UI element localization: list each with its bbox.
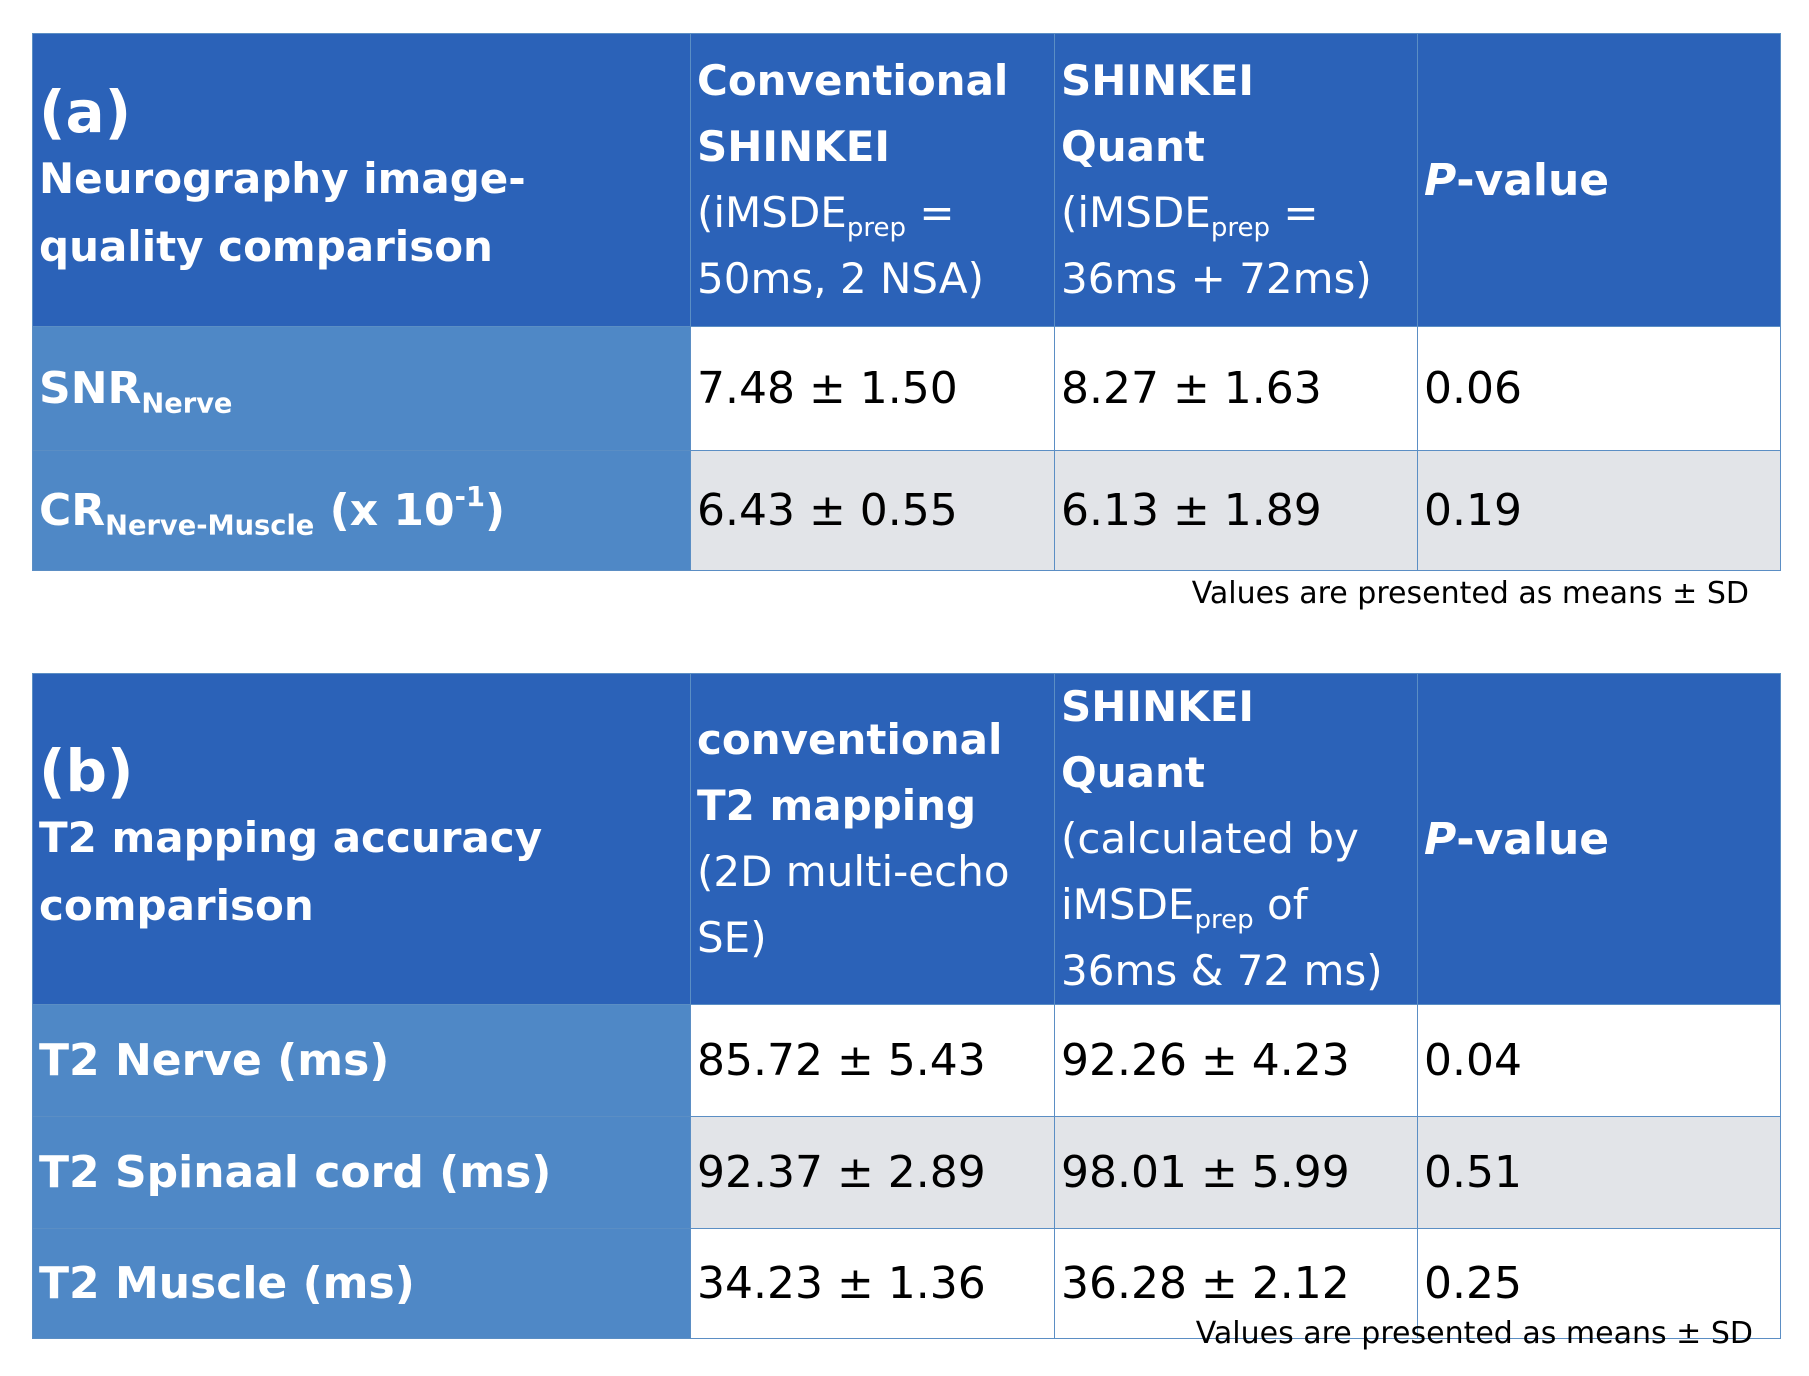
col-header-line: SHINKEI Quant [1061,682,1255,797]
cell-value: 7.48 ± 1.50 [690,326,1055,451]
col-header-line: iMSDEprep of [1061,880,1308,936]
footnote: Values are presented as means ± SD [1191,576,1749,611]
t2-mapping-table: (b) T2 mapping accuracy comparison conve… [32,673,1781,1339]
cell-p-value: 0.04 [1417,1004,1781,1117]
table-title-cell: (b) T2 mapping accuracy comparison [32,673,691,1005]
table-label: (b) [39,737,134,805]
col-header-line: (iMSDEprep = [697,188,955,244]
table-row: CRNerve-Muscle (x 10-1) 6.43 ± 0.55 6.13… [32,450,1781,571]
row-label: T2 Muscle (ms) [32,1228,691,1339]
col-header-line: (iMSDEprep = [1061,188,1319,244]
table-row: SNRNerve 7.48 ± 1.50 8.27 ± 1.63 0.06 [32,326,1781,451]
cell-value: 92.37 ± 2.89 [690,1116,1055,1229]
cell-value: 36.28 ± 2.12 [1054,1228,1418,1339]
header-row: (b) T2 mapping accuracy comparison conve… [32,673,1781,1005]
col-header-line: (calculated by [1061,814,1359,863]
row-label: T2 Nerve (ms) [32,1004,691,1117]
row-label-snr: SNRNerve [32,326,691,451]
cell-value: 8.27 ± 1.63 [1054,326,1418,451]
column-header-conventional: conventional T2 mapping (2D multi-echo S… [690,673,1055,1005]
header-row: (a) Neurography image-quality comparison… [32,33,1781,327]
col-header-line: 36ms & 72 ms) [1061,946,1383,995]
cell-value: 6.43 ± 0.55 [690,450,1055,571]
col-header-line: SE) [697,913,767,962]
table-title-cell: (a) Neurography image-quality comparison [32,33,691,327]
table-row: T2 Muscle (ms) 34.23 ± 1.36 36.28 ± 2.12… [32,1228,1781,1339]
table-label: (a) [39,78,132,146]
footnote: Values are presented as means ± SD [1195,1316,1753,1351]
table-title: Neurography image-quality comparison [39,154,526,271]
col-header-line: SHINKEI [697,122,891,171]
col-header-line: T2 mapping [697,781,977,830]
col-header-line: Conventional [697,56,1009,105]
column-header-p-value: P-value [1417,673,1781,1005]
cell-value: 34.23 ± 1.36 [690,1228,1055,1339]
cell-p-value: 0.19 [1417,450,1781,571]
col-header-line: (2D multi-echo [697,847,1010,896]
cell-value: 98.01 ± 5.99 [1054,1116,1418,1229]
col-header-line: 36ms + 72ms) [1061,254,1372,303]
column-header-conventional: Conventional SHINKEI (iMSDEprep = 50ms, … [690,33,1055,327]
col-header-line: conventional [697,715,1003,764]
row-label-cr: CRNerve-Muscle (x 10-1) [32,450,691,571]
column-header-shinkei-quant: SHINKEI Quant (iMSDEprep = 36ms + 72ms) [1054,33,1418,327]
cell-value: 92.26 ± 4.23 [1054,1004,1418,1117]
cell-value: 85.72 ± 5.43 [690,1004,1055,1117]
cell-value: 6.13 ± 1.89 [1054,450,1418,571]
table-title: T2 mapping accuracy comparison [39,813,543,930]
cell-p-value: 0.06 [1417,326,1781,451]
cell-p-value: 0.51 [1417,1116,1781,1229]
col-header-line: SHINKEI Quant [1061,56,1255,171]
row-label: T2 Spinaal cord (ms) [32,1116,691,1229]
image-quality-table: (a) Neurography image-quality comparison… [32,33,1781,571]
cell-p-value: 0.25 [1417,1228,1781,1339]
table-row: T2 Spinaal cord (ms) 92.37 ± 2.89 98.01 … [32,1116,1781,1229]
column-header-p-value: P-value [1417,33,1781,327]
column-header-shinkei-quant: SHINKEI Quant (calculated by iMSDEprep o… [1054,673,1418,1005]
col-header-line: 50ms, 2 NSA) [697,254,984,303]
table-row: T2 Nerve (ms) 85.72 ± 5.43 92.26 ± 4.23 … [32,1004,1781,1117]
